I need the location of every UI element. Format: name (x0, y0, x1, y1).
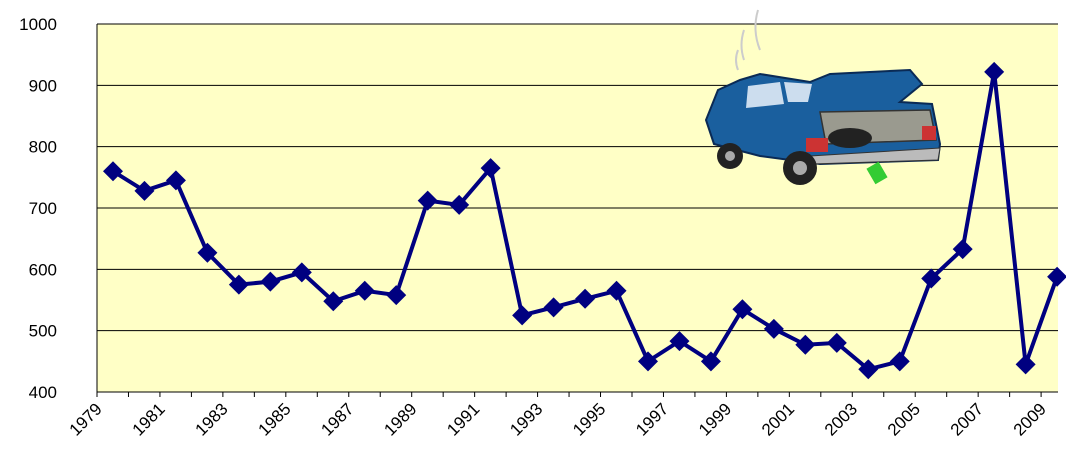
x-tick-label: 2003 (821, 399, 861, 439)
x-tick-label: 1985 (254, 399, 294, 439)
x-tick-label: 1981 (129, 399, 169, 439)
page: 400 500 600 700 800 900 1000 1979 1981 1983 1985 19… (0, 0, 1066, 459)
x-tick-label: 2001 (758, 399, 798, 439)
y-tick-label: 800 (29, 138, 57, 157)
y-tick-label: 600 (29, 260, 57, 279)
x-tick-label: 1987 (317, 399, 357, 439)
y-tick-label: 900 (29, 76, 57, 95)
x-tick-label: 1989 (380, 399, 420, 439)
x-tick-label: 1983 (192, 399, 232, 439)
y-tick-label: 500 (29, 322, 57, 341)
x-tick-label: 1995 (569, 399, 609, 439)
x-tick-label: 1997 (632, 399, 672, 439)
y-tick-label: 1000 (19, 15, 57, 34)
x-tick-label: 2009 (1010, 399, 1050, 439)
x-tick-label: 1993 (506, 399, 546, 439)
x-tick-label: 2007 (947, 399, 987, 439)
x-tick-label: 1999 (695, 399, 735, 439)
x-tick-label: 1979 (66, 399, 106, 439)
chart: 400 500 600 700 800 900 1000 1979 1981 1983 1985 19… (0, 0, 1066, 459)
y-tick-label: 700 (29, 199, 57, 218)
y-tick-label: 400 (29, 383, 57, 402)
x-tick-label: 1991 (443, 399, 483, 439)
x-tick-label: 2005 (884, 399, 924, 439)
